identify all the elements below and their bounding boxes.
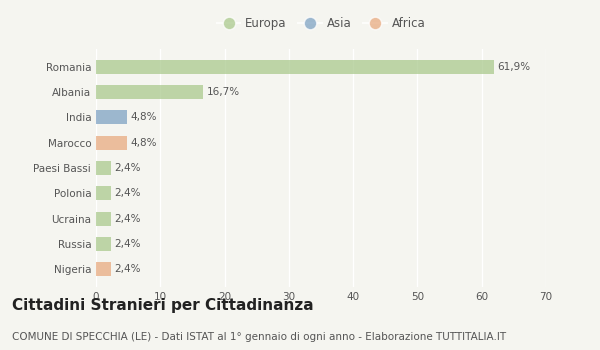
Bar	[96, 60, 494, 74]
Bar	[96, 262, 112, 276]
Bar	[96, 237, 112, 251]
Text: 4,8%: 4,8%	[130, 112, 157, 122]
Bar	[96, 161, 112, 175]
Text: 4,8%: 4,8%	[130, 138, 157, 148]
Text: 2,4%: 2,4%	[115, 264, 141, 274]
Bar	[96, 212, 112, 225]
Text: 2,4%: 2,4%	[115, 239, 141, 249]
Bar	[96, 85, 203, 99]
Text: 16,7%: 16,7%	[206, 87, 239, 97]
Legend: Europa, Asia, Africa: Europa, Asia, Africa	[212, 12, 430, 35]
Text: 2,4%: 2,4%	[115, 188, 141, 198]
Text: Cittadini Stranieri per Cittadinanza: Cittadini Stranieri per Cittadinanza	[12, 298, 314, 313]
Bar	[96, 186, 112, 200]
Bar	[96, 111, 127, 124]
Text: 2,4%: 2,4%	[115, 214, 141, 224]
Text: COMUNE DI SPECCHIA (LE) - Dati ISTAT al 1° gennaio di ogni anno - Elaborazione T: COMUNE DI SPECCHIA (LE) - Dati ISTAT al …	[12, 331, 506, 342]
Text: 2,4%: 2,4%	[115, 163, 141, 173]
Text: 61,9%: 61,9%	[497, 62, 530, 72]
Bar	[96, 136, 127, 150]
